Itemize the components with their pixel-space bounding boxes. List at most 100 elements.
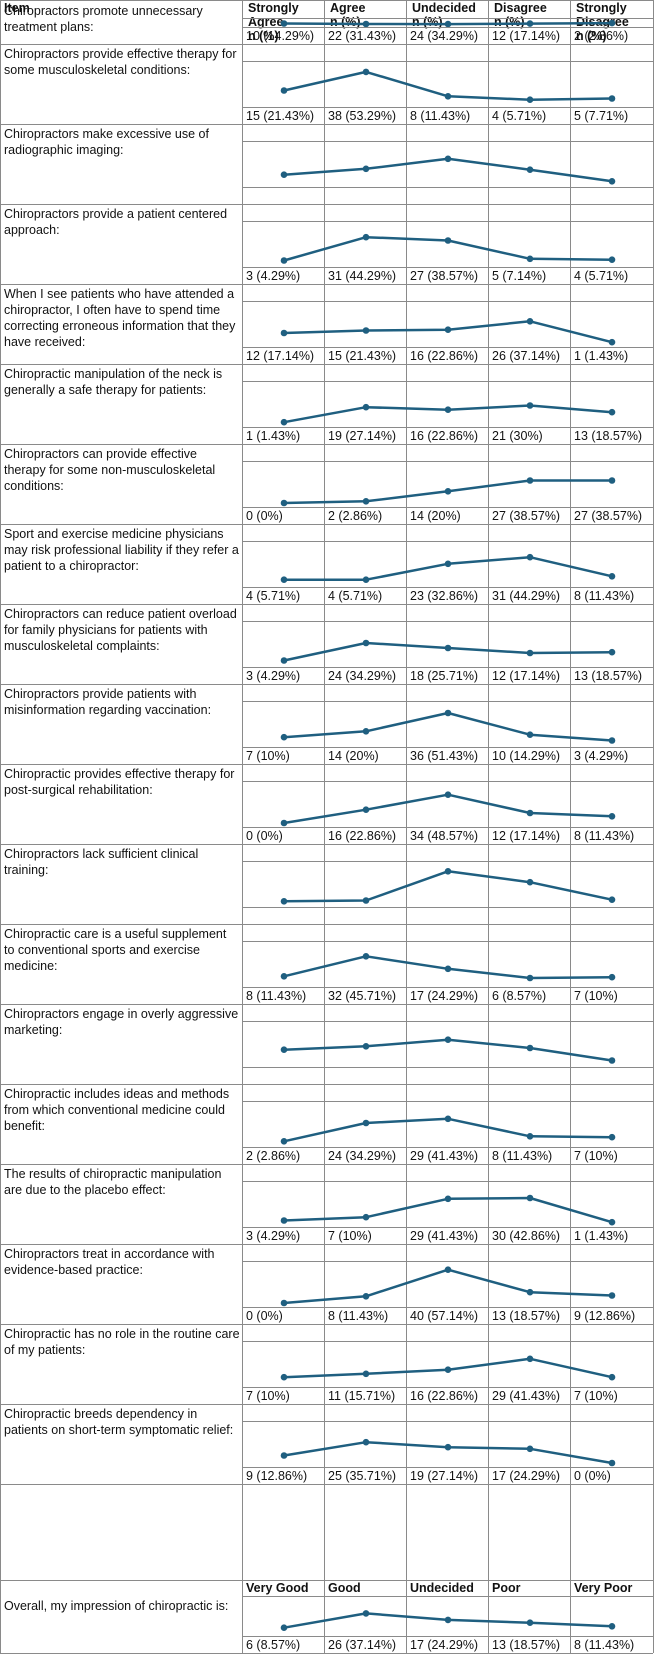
profile-point — [608, 573, 616, 580]
row-border — [0, 844, 653, 845]
value-cell: 0 (0%) — [246, 1309, 283, 1323]
profile-point — [362, 498, 370, 505]
value-cell: 11 (15.71%) — [328, 1389, 396, 1403]
item-label: Chiropractors lack sufficient clinical t… — [4, 847, 199, 877]
item-label: Sport and exercise medicine physicians m… — [4, 527, 239, 573]
values-border — [242, 1067, 653, 1068]
profile-point — [526, 1445, 534, 1453]
overall-column-header: Undecided — [410, 1581, 474, 1595]
value-cell: 10 (14.29%) — [492, 749, 561, 763]
profile-point — [362, 165, 370, 173]
value-cell: 6 (8.57%) — [246, 1638, 301, 1652]
value-cell: 16 (22.86%) — [410, 349, 479, 363]
profile-point — [608, 1133, 616, 1141]
profile-point — [362, 68, 370, 76]
value-cell: 8 (11.43%) — [574, 589, 635, 603]
value-cell: 6 (8.57%) — [492, 989, 547, 1003]
profile-point — [362, 1610, 370, 1617]
chart-top-border — [242, 1181, 653, 1182]
profile-point — [608, 1623, 616, 1630]
value-cell: 7 (10%) — [246, 749, 290, 763]
row-border — [0, 1084, 653, 1085]
item-label: Chiropractors treat in accordance with e… — [4, 1247, 215, 1277]
overall-values-border — [242, 1636, 653, 1637]
value-cell: 29 (41.43%) — [410, 1229, 479, 1243]
value-cell: 13 (18.57%) — [492, 1638, 561, 1652]
chart-top-border — [242, 1341, 653, 1342]
overall-subheader-border — [0, 1580, 653, 1581]
value-cell: 27 (38.57%) — [492, 509, 561, 523]
values-border — [242, 1387, 653, 1388]
value-cell: 4 (5.71%) — [246, 589, 301, 603]
profile-line — [283, 1038, 613, 1062]
profile-point — [608, 1292, 616, 1299]
row-border — [0, 364, 653, 365]
value-cell: 17 (24.29%) — [410, 989, 479, 1003]
profile-point — [362, 806, 370, 813]
profile-point — [444, 1366, 452, 1373]
item-label: Chiropractic care is a useful supplement… — [4, 927, 227, 973]
profile-point — [526, 166, 534, 173]
row-border — [0, 284, 653, 285]
value-cell: 0 (0%) — [246, 509, 283, 523]
row-border — [0, 764, 653, 765]
value-cell: 38 (53.29%) — [328, 109, 397, 123]
value-cell: 16 (22.86%) — [410, 429, 479, 443]
value-cell: 1 (1.43%) — [574, 349, 629, 363]
profile-point — [526, 809, 534, 817]
profile-line — [283, 404, 613, 424]
value-cell: 1 (1.43%) — [574, 1229, 629, 1243]
value-cell: 17 (24.29%) — [410, 1638, 479, 1652]
value-cell: 36 (51.43%) — [410, 749, 479, 763]
value-cell: 2 (2.86%) — [246, 1149, 301, 1163]
chart-top-border — [242, 461, 653, 462]
profile-line — [283, 1357, 613, 1379]
chart-top-border — [242, 781, 653, 782]
profile-point — [608, 973, 616, 981]
chart-top-border — [242, 18, 653, 19]
profile-point — [526, 878, 534, 886]
column-divider — [488, 0, 489, 1653]
value-cell: 4 (5.71%) — [492, 109, 547, 123]
value-cell: 25 (35.71%) — [328, 1469, 397, 1483]
column-divider — [324, 0, 325, 1653]
value-cell: 34 (48.57%) — [410, 829, 479, 843]
value-cell: 3 (4.29%) — [246, 1229, 301, 1243]
profile-line — [283, 1268, 613, 1305]
profile-point — [280, 1299, 288, 1307]
chart-top-border — [242, 621, 653, 622]
row-border — [0, 1164, 653, 1165]
chart-top-border — [242, 381, 653, 382]
values-border — [242, 667, 653, 668]
profile-point — [280, 973, 288, 980]
profile-point — [608, 737, 616, 744]
profile-point — [280, 87, 288, 94]
values-border — [242, 1147, 653, 1148]
column-divider — [0, 0, 1, 1653]
value-cell: 40 (57.14%) — [410, 1309, 479, 1323]
value-cell: 14 (20%) — [328, 749, 379, 763]
values-border — [242, 27, 653, 28]
profile-point — [362, 639, 370, 647]
value-cell: 9 (12.86%) — [246, 1469, 308, 1483]
value-cell: 4 (5.71%) — [328, 589, 383, 603]
profile-point — [444, 1443, 452, 1451]
profile-point — [526, 255, 534, 263]
table-top-border — [0, 0, 653, 1]
profile-point — [608, 1373, 616, 1381]
item-label: Chiropractic breeds dependency in patien… — [4, 1407, 234, 1437]
value-cell: 18 (25.71%) — [410, 669, 479, 683]
profile-point — [444, 1036, 452, 1043]
item-label: Chiropractors make excessive use of radi… — [4, 127, 209, 157]
chart-top-border — [242, 861, 653, 862]
value-cell: 9 (12.86%) — [574, 1309, 636, 1323]
profile-point — [444, 791, 452, 798]
profile-point — [280, 576, 288, 583]
profile-line — [283, 1196, 613, 1224]
value-cell: 17 (24.29%) — [492, 1469, 561, 1483]
profile-point — [608, 408, 616, 416]
value-cell: 23 (32.86%) — [410, 589, 479, 603]
item-label: When I see patients who have attended a … — [4, 287, 236, 349]
profile-point — [526, 649, 534, 657]
